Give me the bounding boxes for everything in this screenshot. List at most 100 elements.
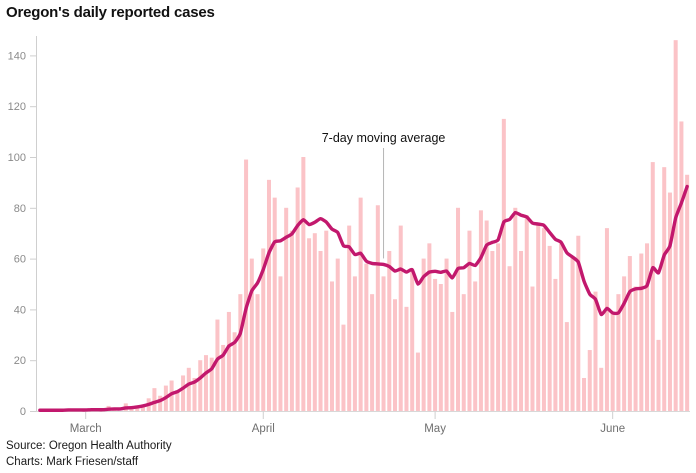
daily-cases-bar [467, 230, 472, 411]
daily-cases-bar [685, 174, 690, 411]
daily-cases-bar [226, 311, 231, 411]
daily-cases-bar [261, 248, 266, 411]
page-title: Oregon's daily reported cases [6, 4, 215, 21]
daily-cases-bar [295, 187, 300, 411]
daily-cases-bar [238, 294, 243, 411]
daily-cases-bar [433, 278, 438, 411]
daily-cases-bar [232, 332, 237, 411]
credit-line: Charts: Mark Friesen/staff [6, 456, 139, 468]
daily-cases-bar [152, 388, 157, 411]
y-axis-tick-label: 80 [14, 203, 26, 215]
annotation-label: 7-day moving average [322, 131, 446, 145]
source-line: Source: Oregon Health Authority [6, 440, 172, 452]
daily-cases-bar [501, 118, 506, 412]
cases-bar-line-chart: 0 20 40 60 80 100 120 140 March April May June 7-d… [8, 36, 690, 435]
daily-cases-bar [387, 250, 392, 411]
daily-cases-bar [140, 405, 145, 411]
daily-cases-bar [553, 278, 558, 411]
daily-cases-bar [169, 380, 174, 411]
y-axis-tick-label: 40 [14, 304, 26, 316]
seven-day-average-line [38, 184, 689, 412]
y-axis-ticks: 0 20 40 60 80 100 120 140 [8, 50, 37, 418]
daily-cases-bar [456, 207, 461, 411]
daily-cases-bar [404, 306, 409, 411]
daily-cases-bar [381, 276, 386, 411]
daily-cases-bar [559, 243, 564, 411]
x-axis-tick-label: April [252, 423, 275, 435]
daily-cases-bar [473, 281, 478, 411]
daily-cases-bar [335, 258, 340, 411]
daily-cases-bar [278, 276, 283, 411]
daily-cases-bar [289, 230, 294, 411]
daily-cases-bar [341, 324, 346, 411]
daily-cases-bar [307, 238, 312, 411]
daily-cases-bar [158, 395, 163, 411]
daily-cases-bar [679, 121, 684, 411]
daily-cases-bar [587, 350, 592, 411]
daily-cases-bar [221, 344, 226, 411]
daily-cases-bar [478, 210, 483, 411]
daily-cases-bar [622, 276, 627, 411]
daily-cases-bar [627, 256, 632, 411]
daily-cases-bar [496, 243, 501, 411]
daily-cases-bar [616, 294, 621, 411]
daily-cases-bar [530, 286, 535, 411]
daily-cases-bar [415, 352, 420, 411]
chart-plot-area: 0 20 40 60 80 100 120 140 March April May June 7-d… [8, 36, 690, 435]
daily-cases-bar [633, 286, 638, 411]
daily-cases-bar [181, 375, 186, 411]
daily-cases-bar [576, 235, 581, 411]
daily-cases-bar [266, 179, 271, 411]
y-axis-tick-label: 0 [20, 406, 26, 418]
x-axis: March April May June [36, 411, 690, 435]
daily-cases-bar [410, 268, 415, 411]
daily-cases-bar [639, 253, 644, 411]
y-axis-tick-label: 120 [8, 101, 26, 113]
daily-cases-bar [513, 207, 518, 411]
daily-cases-bar [444, 258, 449, 411]
daily-cases-bar [490, 250, 495, 411]
daily-cases-bar [192, 377, 197, 411]
x-axis-tick-label: May [424, 423, 446, 435]
daily-cases-bar [370, 294, 375, 411]
daily-cases-bar [656, 339, 661, 411]
footer-notes: Source: Oregon Health Authority Charts: … [6, 438, 172, 470]
daily-cases-bar [393, 299, 398, 411]
daily-cases-bar [318, 250, 323, 411]
daily-cases-bar [524, 215, 529, 411]
daily-cases-bar [347, 225, 352, 411]
y-axis-tick-label: 20 [14, 355, 26, 367]
moving-average-annotation: 7-day moving average [322, 131, 446, 259]
daily-cases-bar [570, 256, 575, 411]
daily-cases-bar [209, 357, 214, 411]
x-axis-tick-label: June [600, 423, 625, 435]
daily-cases-bar [427, 243, 432, 411]
daily-cases-bar [547, 245, 552, 411]
daily-cases-bar [645, 243, 650, 411]
daily-cases-bar [284, 207, 289, 411]
daily-cases-bar [541, 228, 546, 411]
daily-cases-bar [364, 263, 369, 411]
daily-cases-bar [324, 230, 329, 411]
daily-cases-bar [352, 276, 357, 411]
y-axis-tick-label: 140 [8, 50, 26, 62]
daily-cases-bar [175, 390, 180, 411]
daily-cases-bar [610, 311, 615, 411]
daily-cases-bar [129, 408, 134, 411]
y-axis-tick-label: 100 [8, 152, 26, 164]
daily-cases-bar [186, 367, 191, 411]
x-axis-tick-label: March [70, 423, 102, 435]
daily-cases-bar [662, 167, 667, 411]
daily-cases-bar [215, 319, 220, 411]
daily-cases-bar [484, 220, 489, 411]
daily-cases-bar [564, 322, 569, 411]
daily-cases-bar [244, 159, 249, 411]
y-axis: 0 20 40 60 80 100 120 140 [8, 36, 37, 418]
daily-cases-bar [461, 294, 466, 411]
daily-cases-bar [421, 258, 426, 411]
daily-cases-bar [329, 281, 334, 411]
daily-cases-bar [312, 233, 317, 411]
daily-cases-bar [667, 192, 672, 411]
daily-cases-bar [599, 367, 604, 411]
